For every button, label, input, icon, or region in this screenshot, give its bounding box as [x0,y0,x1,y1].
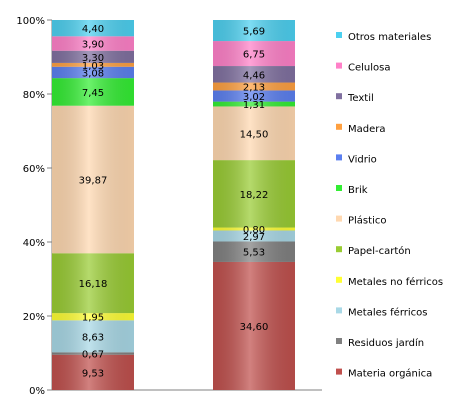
bar-segment-shading [213,241,295,262]
legend-swatch [336,338,342,344]
legend-label: Metales no férricos [348,276,443,288]
legend-swatch [336,62,342,69]
data-label: 14,50 [240,129,269,140]
legend-swatch [336,185,342,191]
bar-segment-shading [213,41,295,67]
bar-segment-shading [52,62,134,67]
bar-segment-shading [213,230,295,242]
bar-segment-shading [213,20,295,42]
legend-swatch [336,215,342,222]
bar-segment-shading [213,66,295,83]
bar-segment-shading [213,160,295,228]
bar-segment-shading [52,78,134,106]
data-label: 7,45 [82,88,104,99]
data-label: 5,53 [243,248,265,259]
data-label: 1,95 [82,313,104,324]
bar-segment-shading [52,352,134,355]
data-label: 1,03 [82,61,104,72]
legend-swatch [336,307,342,314]
bar-segment-shading [213,90,295,102]
y-tick-label: 60% [23,164,45,175]
data-label: 0,80 [243,225,265,236]
legend-label: Materia orgánica [348,368,432,380]
legend-swatch [336,93,342,100]
data-label: 5,69 [243,27,265,38]
bar-segment-shading [52,105,134,254]
bar-segment-shading [52,36,134,51]
bar-segment-shading [213,106,295,161]
data-label: 4,46 [243,70,265,81]
bar-segment-shading [52,320,134,353]
data-label: 18,22 [240,190,269,201]
bar-segment-shading [52,253,134,314]
legend: Otros materiales Celulosa Textil Madera Vidr… [336,32,443,380]
data-label: 16,18 [79,279,108,290]
data-label: 3,02 [243,92,265,103]
bar-segment-shading [213,227,295,231]
data-label: 9,53 [82,368,104,379]
legend-swatch [336,32,342,38]
bar-segment-shading [213,261,295,390]
data-label: 3,08 [82,68,104,79]
data-label: 2,97 [243,232,265,243]
y-axis-ticks: 0% 20% 40% 60% 80% 100% [16,16,52,397]
data-label: 6,75 [243,50,265,61]
data-label: 8,63 [82,332,104,343]
y-tick-label: 0% [29,386,45,397]
data-label: 4,40 [82,24,104,35]
legend-label: Residuos jardín [348,337,424,349]
legend-label: Vidrio [348,154,377,165]
legend-label: Brik [348,185,368,196]
legend-label: Madera [348,124,386,135]
y-tick-label: 20% [23,312,45,323]
data-label: 0,67 [82,349,104,360]
data-label: 1,31 [243,100,265,111]
legend-label: Papel-cartón [348,245,411,257]
segment-labels: 9,530,678,631,9516,1839,877,453,081,033,… [79,24,269,379]
y-tick-label: 100% [16,16,45,27]
legend-swatch [336,276,342,283]
legend-label: Textil [347,93,374,104]
data-label: 2,13 [243,82,265,93]
y-tick-label: 80% [23,90,45,101]
legend-label: Celulosa [348,63,391,74]
legend-label: Plástico [348,215,386,227]
bar-segment-shading [52,66,134,79]
bar-segment-shading [213,101,295,107]
data-label: 34,60 [240,322,269,333]
legend-swatch [336,154,342,161]
bar-segment-shading [52,50,134,63]
bar-segment-shading [52,313,134,321]
bars [52,20,295,390]
legend-label: Otros materiales [348,32,431,43]
data-label: 3,30 [82,53,104,64]
legend-swatch [336,368,342,375]
legend-swatch [336,246,342,253]
bar-segment-shading [52,354,134,390]
y-tick-label: 40% [23,238,45,249]
legend-swatch [336,123,342,130]
data-label: 3,90 [82,39,104,50]
bar-segment-shading [52,20,134,37]
legend-label: Metales férricos [348,306,427,318]
data-label: 39,87 [79,175,108,186]
bar-segment-shading [213,82,295,91]
